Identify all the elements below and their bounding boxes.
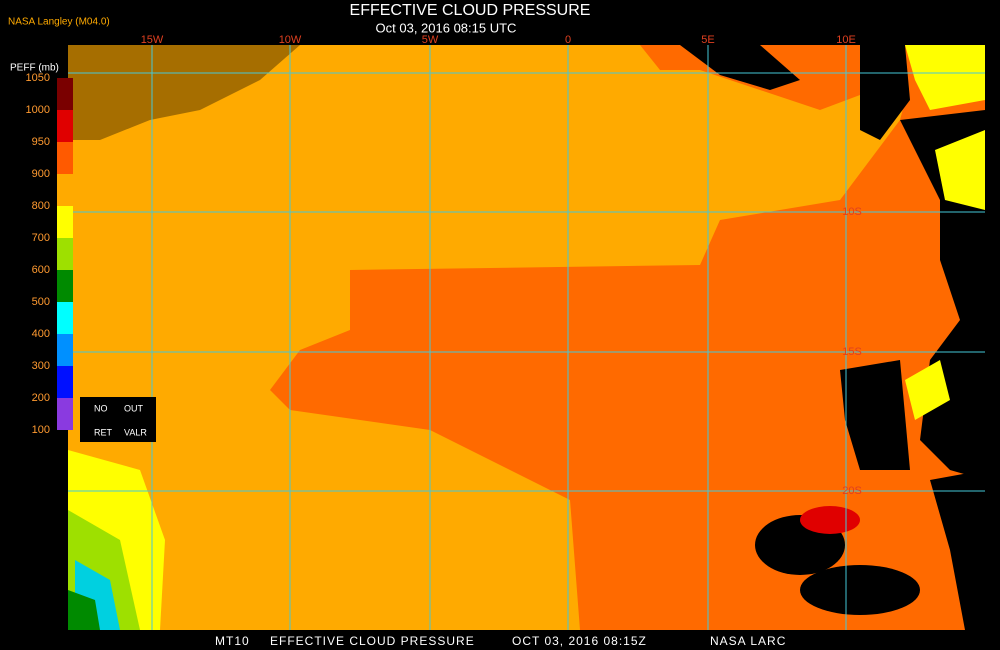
yellow-coast xyxy=(905,360,950,420)
no-retrieval-label: NO xyxy=(94,403,108,413)
legend-label: 100 xyxy=(32,424,50,436)
mid-cloud xyxy=(68,590,100,630)
legend-swatch xyxy=(57,334,73,366)
legend-label: 300 xyxy=(32,360,50,372)
legend-swatch xyxy=(57,174,73,206)
legend-swatch xyxy=(57,398,73,430)
red-region xyxy=(270,45,985,630)
legend-label: 1000 xyxy=(26,104,50,116)
longitude-label: 5W xyxy=(422,34,439,46)
legend-swatch xyxy=(57,302,73,334)
footer: MT10 EFFECTIVE CLOUD PRESSURE OCT 03, 2016… xyxy=(215,634,786,648)
legend-label: 900 xyxy=(32,168,50,180)
cloud-field xyxy=(68,45,985,630)
dark-patches xyxy=(680,45,800,90)
legend-swatch xyxy=(57,270,73,302)
legend-label: 1050 xyxy=(26,72,50,84)
legend-swatch xyxy=(57,78,73,110)
legend-label: 500 xyxy=(32,296,50,308)
color-legend: 1050 1000 950 900 800 700 600 500 400 300 200 100 xyxy=(26,72,73,436)
dark-patches xyxy=(68,45,300,140)
clear-sky xyxy=(800,565,920,615)
footer-text: NASA LARC xyxy=(710,634,786,648)
no-retrieval-labels: NO OUT RET VALR xyxy=(94,403,147,437)
longitude-label: 0 xyxy=(565,34,571,46)
legend-swatch xyxy=(57,206,73,238)
graticule: 15W 10W 5W 0 5E 10E 10S 15S 20S xyxy=(68,34,985,630)
no-retrieval-label: OUT xyxy=(124,403,144,413)
no-retrieval-label: VALR xyxy=(124,427,147,437)
high-cloud xyxy=(800,506,860,534)
dark-patches xyxy=(860,45,910,140)
yellow-coast xyxy=(935,130,985,210)
footer-text: MT10 xyxy=(215,634,250,648)
latitude-label: 20S xyxy=(842,485,862,497)
land-dark xyxy=(930,470,985,630)
legend-label: 700 xyxy=(32,232,50,244)
yellow-coast xyxy=(905,45,985,110)
longitude-label: 15W xyxy=(141,34,164,46)
longitude-label: 5E xyxy=(701,34,714,46)
no-retrieval-label: RET xyxy=(94,427,113,437)
legend-swatch xyxy=(57,142,73,174)
legend-label: 800 xyxy=(32,200,50,212)
footer-text: OCT 03, 2016 08:15Z xyxy=(512,634,647,648)
source-label: NASA Langley (M04.0) xyxy=(8,17,110,28)
legend-title: PEFF (mb) xyxy=(10,63,59,74)
longitude-label: 10W xyxy=(279,34,302,46)
dark-patches xyxy=(840,360,910,470)
latitude-label: 15S xyxy=(842,346,862,358)
footer-text: EFFECTIVE CLOUD PRESSURE xyxy=(270,634,475,648)
legend-label: 950 xyxy=(32,136,50,148)
legend-label: 200 xyxy=(32,392,50,404)
legend-label: 600 xyxy=(32,264,50,276)
latitude-label: 10S xyxy=(842,206,862,218)
longitude-label: 10E xyxy=(836,34,856,46)
subtitle: Oct 03, 2016 08:15 UTC xyxy=(376,20,517,35)
legend-swatch xyxy=(57,238,73,270)
title: EFFECTIVE CLOUD PRESSURE xyxy=(350,2,591,19)
legend-swatch xyxy=(57,366,73,398)
legend-swatch xyxy=(57,110,73,142)
legend-label: 400 xyxy=(32,328,50,340)
no-retrieval-box xyxy=(80,397,156,442)
